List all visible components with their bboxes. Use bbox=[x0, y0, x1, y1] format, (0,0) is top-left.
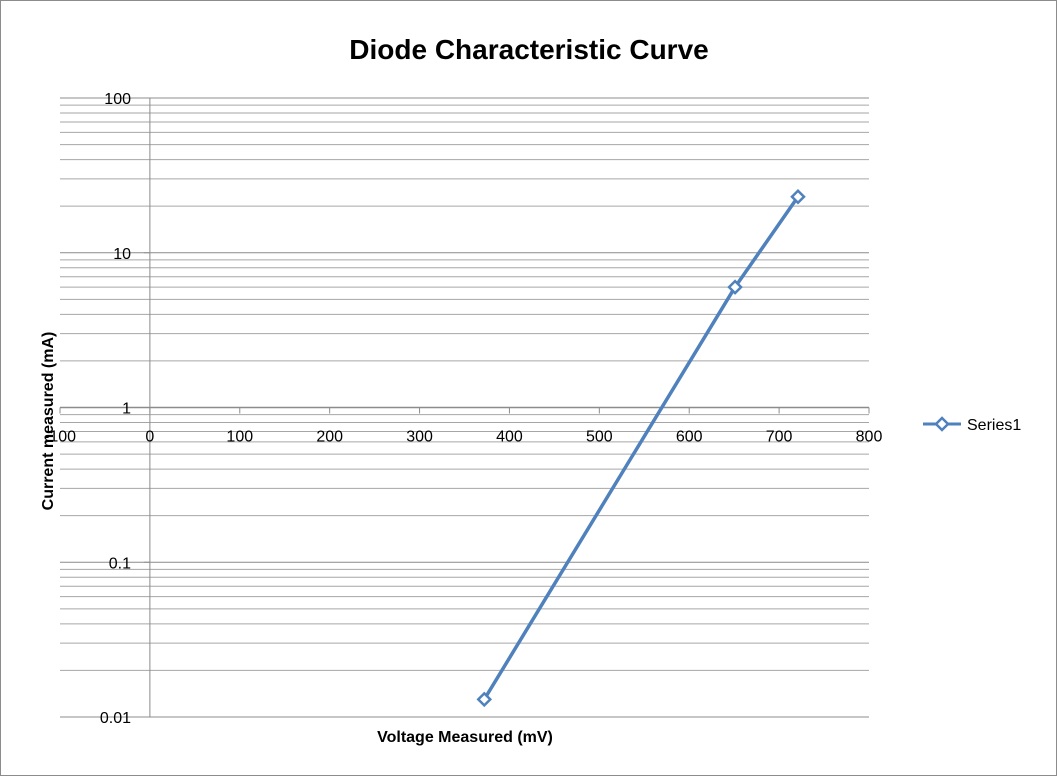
y-axis-label: Current measured (mA) bbox=[40, 332, 57, 511]
x-tick-label: 400 bbox=[496, 429, 523, 446]
legend-series-name: Series1 bbox=[967, 417, 1021, 434]
legend-series-marker bbox=[934, 416, 950, 432]
x-tick-label: 100 bbox=[226, 429, 253, 446]
y-tick-label: 1 bbox=[122, 401, 131, 418]
x-tick-label: 300 bbox=[406, 429, 433, 446]
data-point-marker bbox=[476, 691, 493, 708]
series-layer bbox=[476, 189, 806, 708]
grid-layer bbox=[60, 97, 869, 718]
x-tick-label: 200 bbox=[316, 429, 343, 446]
y-tick-label: 10 bbox=[113, 246, 131, 263]
y-tick-label: 100 bbox=[104, 91, 131, 108]
x-axis-label: Voltage Measured (mV) bbox=[377, 729, 553, 746]
chart-title: Diode Characteristic Curve bbox=[349, 34, 708, 65]
x-tick-label: 500 bbox=[586, 429, 613, 446]
data-point-marker bbox=[727, 279, 743, 295]
x-tick-label: 600 bbox=[676, 429, 703, 446]
x-tick-label: -100 bbox=[44, 429, 76, 446]
x-tick-label: 800 bbox=[856, 429, 883, 446]
y-tick-label: 0.01 bbox=[100, 710, 131, 727]
legend: Series1 bbox=[923, 416, 1021, 434]
tick-layer: -100 0 100 200 300 400 500 600 700 800 100 10 1 0.1 0.… bbox=[44, 91, 882, 727]
x-tick-label: 700 bbox=[766, 429, 793, 446]
y-tick-label: 0.1 bbox=[109, 555, 131, 572]
data-point-marker bbox=[790, 189, 806, 205]
x-tick-label: 0 bbox=[145, 429, 154, 446]
